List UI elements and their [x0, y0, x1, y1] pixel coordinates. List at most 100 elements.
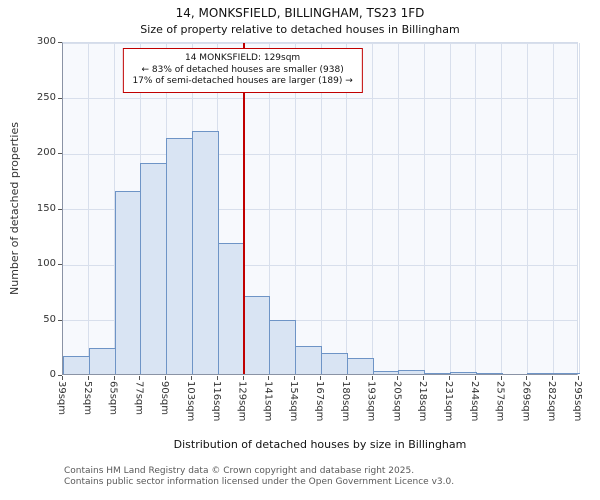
- gridline-horizontal: [63, 320, 577, 321]
- gridline-horizontal: [63, 98, 577, 99]
- x-tick-label: 65sqm: [107, 381, 119, 416]
- x-tick-label: 39sqm: [56, 381, 67, 416]
- x-tick-mark: [139, 376, 141, 380]
- x-tick-label: 90sqm: [159, 381, 171, 416]
- bar: [475, 372, 503, 374]
- gridline-vertical: [320, 43, 322, 374]
- x-tick-mark: [242, 376, 244, 380]
- annotation-box: 14 MONKSFIELD: 129sqm ← 83% of detached …: [122, 48, 363, 93]
- gridline-vertical: [526, 43, 528, 374]
- bar: [321, 352, 348, 374]
- x-tick-mark: [345, 376, 347, 380]
- x-tick-label: 167sqm: [314, 381, 325, 422]
- gridline-vertical: [423, 43, 425, 374]
- x-tick-label: 282sqm: [546, 381, 558, 422]
- footer: Contains HM Land Registry data © Crown c…: [64, 466, 454, 488]
- bar: [192, 130, 219, 374]
- annotation-line-3: 17% of semi-detached houses are larger (…: [132, 76, 353, 86]
- x-tick-label: 205sqm: [391, 381, 403, 422]
- bar: [553, 372, 580, 374]
- bar: [372, 370, 400, 374]
- x-tick-mark: [191, 376, 192, 380]
- gridline-horizontal: [63, 264, 577, 266]
- bar: [88, 348, 116, 374]
- x-tick-mark: [165, 376, 167, 380]
- bar: [295, 346, 322, 374]
- y-tick-label: 100: [36, 258, 56, 269]
- gridline-vertical: [501, 43, 503, 374]
- x-tick-mark: [371, 376, 373, 380]
- gridline-vertical: [397, 43, 399, 374]
- gridline-vertical: [88, 43, 90, 374]
- bar: [527, 372, 555, 374]
- gridline-vertical: [372, 43, 374, 374]
- gridline-vertical: [294, 43, 296, 374]
- x-tick-label: 257sqm: [494, 381, 506, 422]
- y-tick-mark: [58, 375, 62, 376]
- x-tick-mark: [423, 376, 425, 380]
- x-tick-mark: [268, 376, 270, 380]
- annotation-line-1: 14 MONKSFIELD: 129sqm: [184, 53, 301, 63]
- x-tick-mark: [500, 376, 502, 380]
- x-tick-label: 154sqm: [288, 381, 300, 422]
- gridline-vertical: [578, 43, 580, 374]
- x-tick-mark: [578, 376, 579, 380]
- bar: [63, 356, 90, 374]
- x-tick-mark: [552, 376, 554, 380]
- x-tick-mark: [320, 376, 321, 380]
- y-tick-label: 50: [43, 313, 56, 325]
- y-tick-mark: [58, 319, 62, 321]
- bar: [346, 358, 374, 374]
- gridline-horizontal: [63, 209, 577, 210]
- x-tick-mark: [526, 376, 528, 380]
- x-tick-label: 103sqm: [185, 381, 196, 422]
- bar: [243, 296, 271, 374]
- x-tick-mark: [474, 376, 476, 380]
- x-tick-label: 180sqm: [339, 381, 351, 422]
- y-tick-mark: [58, 97, 62, 99]
- bar: [114, 190, 142, 374]
- x-tick-label: 269sqm: [520, 381, 532, 422]
- x-tick-mark: [449, 376, 450, 380]
- marker-line: [242, 43, 245, 374]
- x-tick-mark: [397, 376, 399, 380]
- y-tick-label: 150: [36, 202, 56, 214]
- y-tick-mark: [58, 153, 62, 154]
- x-tick-label: 244sqm: [468, 381, 480, 422]
- x-tick-label: 218sqm: [417, 381, 429, 422]
- bar: [424, 372, 451, 374]
- x-tick-mark: [216, 376, 218, 380]
- footer-line-1: Contains HM Land Registry data © Crown c…: [64, 466, 415, 476]
- y-tick-label: 250: [36, 91, 56, 103]
- y-tick-mark: [58, 42, 62, 43]
- gridline-vertical: [475, 43, 477, 374]
- plot-area: [62, 42, 580, 375]
- gridline-horizontal: [63, 153, 577, 155]
- gridline-vertical: [268, 43, 270, 374]
- x-tick-label: 77sqm: [133, 381, 145, 416]
- x-tick-label: 193sqm: [365, 381, 377, 422]
- x-tick-mark: [87, 376, 89, 380]
- x-tick-label: 141sqm: [262, 381, 274, 422]
- x-tick-label: 116sqm: [210, 381, 222, 422]
- footer-line-2: Contains public sector information licen…: [64, 477, 455, 487]
- y-tick-label: 0: [49, 369, 56, 380]
- gridline-vertical: [449, 43, 451, 374]
- chart-subtitle: Size of property relative to detached ho…: [140, 23, 460, 36]
- x-axis-label: Distribution of detached houses by size …: [173, 438, 467, 451]
- x-tick-label: 129sqm: [236, 381, 248, 422]
- bar: [166, 137, 193, 374]
- bar: [269, 319, 297, 374]
- gridline-horizontal: [63, 42, 577, 44]
- y-tick-label: 300: [36, 36, 56, 47]
- gridline-vertical: [346, 43, 348, 374]
- x-tick-label: 295sqm: [572, 381, 583, 422]
- x-tick-mark: [294, 376, 296, 380]
- bar: [450, 371, 477, 374]
- chart-title: 14, MONKSFIELD, BILLINGHAM, TS23 1FD: [175, 6, 425, 20]
- x-tick-mark: [62, 376, 63, 380]
- x-tick-label: 231sqm: [443, 381, 454, 422]
- annotation-line-2: ← 83% of detached houses are smaller (93…: [141, 64, 344, 75]
- y-tick-mark: [58, 264, 62, 265]
